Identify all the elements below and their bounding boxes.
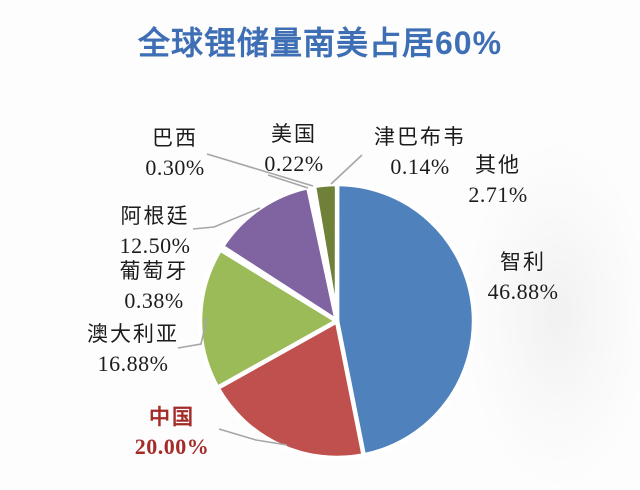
- label-china-name: 中国: [149, 405, 195, 429]
- leader-line-australia: [177, 317, 208, 349]
- label-zimbabwe-name: 津巴布韦: [374, 125, 466, 149]
- leader-line-usa: [267, 174, 309, 189]
- label-australia: 澳大利亚 16.88%: [77, 320, 189, 378]
- label-other: 其他 2.71%: [446, 151, 550, 209]
- leader-line-brazil: [206, 153, 314, 187]
- leader-line-china: [218, 428, 288, 446]
- label-china-value: 20.00%: [134, 434, 210, 459]
- label-argentina-value: 12.50%: [119, 233, 191, 258]
- leader-line-zimbabwe: [330, 154, 363, 185]
- label-brazil-name: 巴西: [152, 126, 198, 150]
- watermark: [465, 140, 640, 490]
- label-argentina-name: 阿根廷: [120, 204, 190, 228]
- label-chile-name: 智利: [500, 250, 546, 274]
- label-china: 中国 20.00%: [120, 403, 224, 461]
- label-other-name: 其他: [475, 153, 521, 177]
- chart-title: 全球锂储量南美占居60%: [137, 25, 503, 61]
- label-usa-value: 0.22%: [264, 151, 324, 176]
- pie-slice-australia: [197, 247, 340, 391]
- leader-line-argentina: [192, 207, 261, 230]
- label-portugal: 葡萄牙 0.38%: [102, 257, 206, 315]
- label-brazil: 巴西 0.30%: [123, 124, 227, 182]
- leader-lines: [177, 153, 363, 446]
- label-usa-name: 美国: [271, 122, 317, 146]
- label-australia-value: 16.88%: [97, 351, 169, 376]
- label-chile: 智利 46.88%: [467, 248, 579, 306]
- label-zimbabwe: 津巴布韦 0.14%: [360, 123, 480, 181]
- label-argentina: 阿根廷 12.50%: [103, 202, 207, 260]
- pie-slices: [197, 181, 477, 461]
- pie-slice-china: [215, 318, 366, 461]
- label-chile-value: 46.88%: [487, 279, 559, 304]
- label-other-value: 2.71%: [468, 182, 528, 207]
- label-zimbabwe-value: 0.14%: [390, 154, 450, 179]
- pie-slice-other: [311, 181, 340, 324]
- label-brazil-value: 0.30%: [145, 155, 205, 180]
- pie-slice-chile: [334, 181, 477, 458]
- label-usa: 美国 0.22%: [242, 120, 346, 178]
- label-portugal-value: 0.38%: [124, 288, 184, 313]
- label-portugal-name: 葡萄牙: [119, 259, 189, 283]
- label-australia-name: 澳大利亚: [87, 322, 179, 346]
